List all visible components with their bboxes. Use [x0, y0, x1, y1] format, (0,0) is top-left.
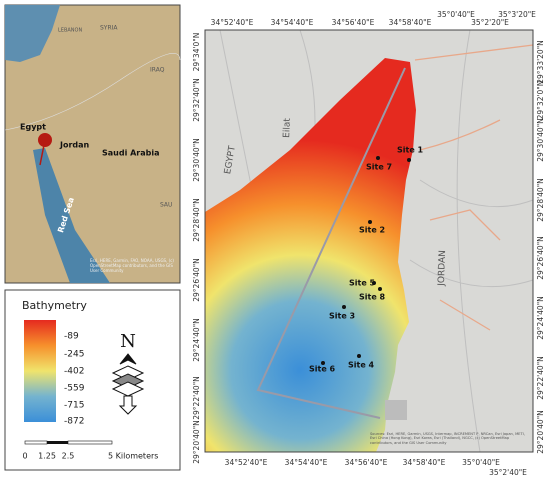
mediterranean [5, 5, 60, 62]
site-point [321, 361, 325, 365]
red-sea [33, 148, 110, 283]
place-label: Saudi Arabia [102, 149, 160, 158]
y-tick-label: 29°32'40"N [192, 78, 201, 122]
legend-label: -715 [64, 401, 84, 411]
main-attribution: Sources: Esri, HERE, Garmin, USGS, Inter… [370, 432, 525, 445]
main-map: EGYPT Eilat JORDAN Site 1 Site 7 Site 2 … [192, 10, 545, 477]
x-tick-label: 35°0'40"E [462, 458, 500, 467]
y-tick-label: 29°24'40"N [192, 318, 201, 362]
attribution-box: Sources: Esri, HERE, Garmin, USGS, Inter… [370, 432, 525, 445]
y-tick-label: 29°26'40"N [536, 236, 545, 280]
site-point [342, 305, 346, 309]
y-tick-label: 29°30'40"N [536, 118, 545, 162]
y-tick-label: 29°20'40"N [536, 410, 545, 454]
site-label: Site 6 [309, 365, 336, 374]
terrain-detail [219, 29, 534, 453]
site-point [357, 354, 361, 358]
x-tick-label: 34°52'40"E [225, 458, 268, 467]
place-label: JORDAN [437, 250, 448, 287]
inset-map: LEBANON SYRIA IRAQ SAU Egypt Jordan Saud… [4, 4, 181, 284]
x-tick-label: 34°58'40"E [389, 18, 432, 27]
legend: Bathymetry -89 -245 -402 -559 -715 -872 … [4, 289, 181, 471]
y-tick-label: 29°28'40"N [192, 198, 201, 242]
site-label: Site 4 [348, 361, 375, 370]
main-frame [204, 29, 534, 453]
place-label: Egypt [20, 123, 46, 132]
y-tick-label: 29°22'40"N [192, 376, 201, 420]
legend-label: -872 [64, 417, 84, 427]
north-label: N [120, 331, 136, 352]
y-tick-label: 29°22'40"N [536, 356, 545, 400]
place-label: EGYPT [223, 145, 238, 175]
y-tick-label: 29°33'20"N [536, 40, 545, 84]
legend-label: -89 [64, 332, 79, 342]
place-label: Eilat [282, 118, 293, 139]
scale-label: 5 Kilometers [108, 452, 158, 461]
site-label: Site 5 [349, 279, 376, 288]
scale-bar: 0 1.25 2.5 5 Kilometers [22, 440, 158, 461]
y-tick-label: 29°28'40"N [536, 178, 545, 222]
place-label: SYRIA [100, 25, 118, 32]
site-label: Site 7 [366, 163, 392, 172]
place-label: SAU [160, 202, 172, 209]
place-label: IRAQ [150, 67, 165, 74]
y-tick-label: 29°24'40"N [536, 296, 545, 340]
x-tick-label: 35°2'40"E [489, 468, 527, 477]
y-tick-label: 29°32'0"N [536, 81, 545, 120]
scale-label: 0 [22, 452, 27, 461]
sites: Site 1 Site 7 Site 2 Site 5 Site 8 Site … [309, 146, 424, 374]
place-label: LEBANON [58, 28, 82, 34]
study-boundary [256, 67, 406, 419]
y-tick-label: 29°26'40"N [192, 258, 201, 302]
x-tick-label: 34°58'40"E [403, 458, 446, 467]
y-tick-label: 29°20'40"N [192, 420, 201, 464]
site-point [407, 158, 411, 162]
x-tick-label: 34°54'40"E [271, 18, 314, 27]
scale-label: 1.25 [38, 452, 56, 461]
x-tick-label: 35°2'20"E [471, 18, 509, 27]
legend-label: -559 [64, 384, 85, 394]
place-label: Jordan [59, 141, 90, 150]
x-tick-label: 34°54'40"E [285, 458, 328, 467]
site-label: Site 2 [359, 226, 385, 235]
pointer [39, 139, 46, 166]
site-point [378, 287, 382, 291]
legend-title: Bathymetry [22, 299, 87, 312]
x-tick-label: 34°52'40"E [211, 18, 254, 27]
site-label: Site 8 [359, 293, 386, 302]
site-point [368, 220, 372, 224]
x-tick-label: 34°56'40"E [345, 458, 388, 467]
color-bar [24, 320, 56, 422]
road [414, 44, 534, 331]
site-point [376, 156, 380, 160]
inset-attribution: Esri, HERE, Garmin, FAO, NOAA, USGS, (c)… [90, 258, 174, 273]
site-point [372, 281, 376, 285]
x-tick-label: 35°0'40"E [437, 10, 475, 19]
north-arrow: N [111, 331, 145, 415]
legend-label: -402 [64, 367, 84, 377]
y-tick-label: 29°34'0"N [192, 33, 201, 72]
border [4, 53, 181, 131]
x-tick-label: 34°56'40"E [332, 18, 375, 27]
bathymetry [205, 58, 416, 452]
legend-label: -245 [64, 350, 84, 360]
attribution-box: Esri, HERE, Garmin, FAO, NOAA, USGS, (c)… [90, 258, 174, 273]
port [385, 400, 407, 420]
scale-label: 2.5 [62, 452, 75, 461]
site-label: Site 1 [397, 146, 424, 155]
y-tick-label: 29°30'40"N [192, 138, 201, 182]
site-label: Site 3 [329, 312, 355, 321]
x-tick-label: 35°3'20"E [498, 10, 536, 19]
